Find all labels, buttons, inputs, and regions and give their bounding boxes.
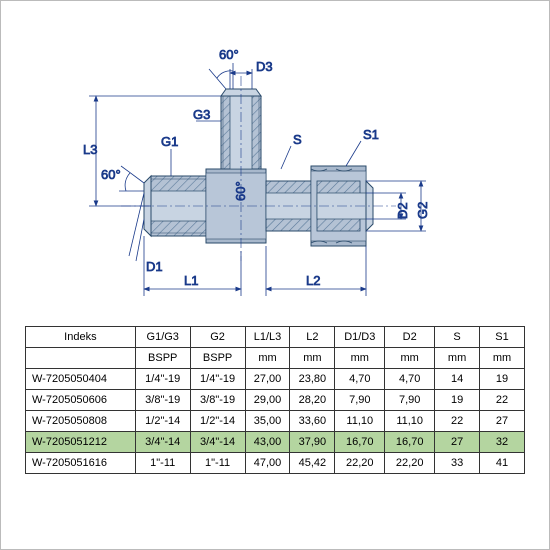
col-unit: mm	[290, 348, 335, 369]
table-header-row: IndeksG1/G3G2L1/L3L2D1/D3D2SS1	[26, 327, 525, 348]
cell: 27,00	[245, 369, 290, 390]
cell: 4,70	[385, 369, 435, 390]
col-header: G2	[190, 327, 245, 348]
svg-text:L3: L3	[83, 142, 97, 157]
col-header: L2	[290, 327, 335, 348]
col-header: L1/L3	[245, 327, 290, 348]
figure-container: L3 60° 60° D3 G3	[0, 0, 550, 550]
col-unit: mm	[435, 348, 480, 369]
col-header: S1	[480, 327, 525, 348]
cell: W-7205051616	[26, 453, 136, 474]
col-header: D2	[385, 327, 435, 348]
cell: 4,70	[335, 369, 385, 390]
cell: 1/2"-14	[135, 411, 190, 432]
table-row: W-72050506063/8"-193/8"-1929,0028,207,90…	[26, 390, 525, 411]
svg-text:G3: G3	[193, 107, 210, 122]
cell: 16,70	[385, 432, 435, 453]
svg-text:D2: D2	[395, 202, 410, 219]
cell: W-7205050404	[26, 369, 136, 390]
col-unit: BSPP	[190, 348, 245, 369]
cell: 35,00	[245, 411, 290, 432]
cell: 3/8"-19	[135, 390, 190, 411]
cell: 43,00	[245, 432, 290, 453]
cell: 29,00	[245, 390, 290, 411]
cell: 1"-11	[135, 453, 190, 474]
cell: 7,90	[385, 390, 435, 411]
cell: W-7205050606	[26, 390, 136, 411]
table-row: W-72050508081/2"-141/2"-1435,0033,6011,1…	[26, 411, 525, 432]
svg-text:D1: D1	[146, 259, 163, 274]
cell: 14	[435, 369, 480, 390]
fitting-body	[121, 76, 396, 261]
cell: 37,90	[290, 432, 335, 453]
cell: 7,90	[335, 390, 385, 411]
svg-text:60°: 60°	[101, 167, 121, 182]
cell: 45,42	[290, 453, 335, 474]
col-header: G1/G3	[135, 327, 190, 348]
cell: 22	[435, 411, 480, 432]
col-unit: BSPP	[135, 348, 190, 369]
cell: 27	[480, 411, 525, 432]
table-units-row: BSPPBSPPmmmmmmmmmmmm	[26, 348, 525, 369]
cell: 47,00	[245, 453, 290, 474]
svg-text:S1: S1	[363, 127, 379, 142]
cell: 22	[480, 390, 525, 411]
technical-diagram: L3 60° 60° D3 G3	[1, 1, 549, 326]
col-unit: mm	[385, 348, 435, 369]
cell: 23,80	[290, 369, 335, 390]
svg-text:60°: 60°	[233, 181, 248, 201]
col-unit: mm	[335, 348, 385, 369]
cell: 1/4"-19	[190, 369, 245, 390]
svg-text:L2: L2	[306, 273, 320, 288]
dimensions-table: IndeksG1/G3G2L1/L3L2D1/D3D2SS1 BSPPBSPPm…	[25, 326, 525, 474]
cell: 27	[435, 432, 480, 453]
cell: 3/4"-14	[135, 432, 190, 453]
svg-text:G2: G2	[415, 202, 430, 219]
cell: 11,10	[335, 411, 385, 432]
cell: 32	[480, 432, 525, 453]
cell: 19	[435, 390, 480, 411]
cell: 33	[435, 453, 480, 474]
table-row: W-72050512123/4"-143/4"-1443,0037,9016,7…	[26, 432, 525, 453]
svg-text:L1: L1	[184, 273, 198, 288]
svg-text:G1: G1	[161, 134, 178, 149]
svg-text:S: S	[293, 132, 302, 147]
cell: 22,20	[385, 453, 435, 474]
table-row: W-72050504041/4"-191/4"-1927,0023,804,70…	[26, 369, 525, 390]
col-header: Indeks	[26, 327, 136, 348]
cell: 11,10	[385, 411, 435, 432]
cell: W-7205051212	[26, 432, 136, 453]
col-unit	[26, 348, 136, 369]
cell: 1/4"-19	[135, 369, 190, 390]
cell: 33,60	[290, 411, 335, 432]
cell: 1/2"-14	[190, 411, 245, 432]
col-unit: mm	[480, 348, 525, 369]
table-body: W-72050504041/4"-191/4"-1927,0023,804,70…	[26, 369, 525, 474]
col-header: D1/D3	[335, 327, 385, 348]
col-header: S	[435, 327, 480, 348]
cell: 41	[480, 453, 525, 474]
cell: 1"-11	[190, 453, 245, 474]
cell: 16,70	[335, 432, 385, 453]
cell: 22,20	[335, 453, 385, 474]
cell: W-7205050808	[26, 411, 136, 432]
cell: 28,20	[290, 390, 335, 411]
col-unit: mm	[245, 348, 290, 369]
svg-text:60°: 60°	[219, 47, 239, 62]
table-row: W-72050516161"-111"-1147,0045,4222,2022,…	[26, 453, 525, 474]
svg-text:D3: D3	[256, 59, 273, 74]
cell: 3/4"-14	[190, 432, 245, 453]
cell: 3/8"-19	[190, 390, 245, 411]
cell: 19	[480, 369, 525, 390]
